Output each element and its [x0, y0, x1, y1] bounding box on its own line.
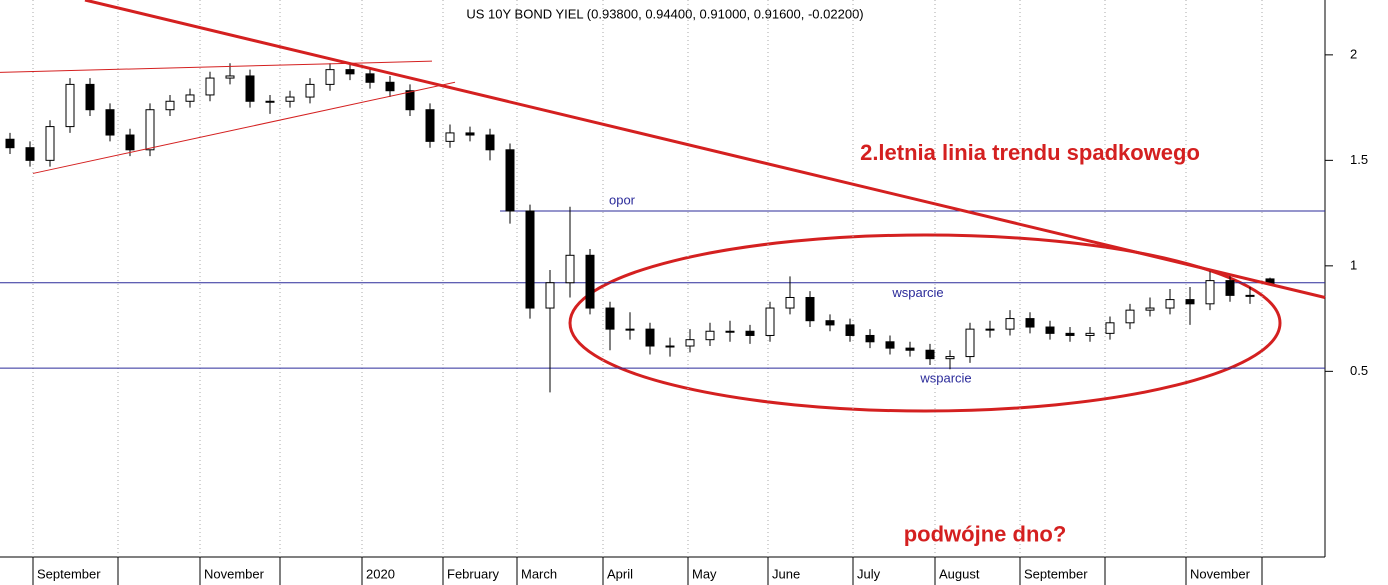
candle-body [305, 83, 315, 98]
candle-body [865, 334, 875, 343]
candle-body [205, 77, 215, 96]
candle-body [845, 324, 855, 336]
candle-body [265, 100, 275, 103]
candle-body [445, 132, 455, 142]
candle-body [545, 282, 555, 309]
candle-body [485, 134, 495, 151]
candle-body [625, 328, 635, 331]
candle-body [85, 83, 95, 111]
candle-body [365, 73, 375, 83]
candle-body [905, 347, 915, 351]
candle-body [45, 126, 55, 161]
candle-body [1065, 332, 1075, 336]
candle-body [645, 328, 655, 347]
candle-body [725, 330, 735, 333]
candle-body [1125, 309, 1135, 324]
candle-body [585, 254, 595, 309]
candle-body [345, 69, 355, 75]
y-tick-label: 0.5 [1350, 363, 1368, 378]
x-tick-label: August [939, 566, 980, 581]
candle-body [1205, 280, 1215, 305]
x-tick-label: June [772, 566, 800, 581]
candle-body [1005, 318, 1015, 330]
candle-body [125, 134, 135, 151]
highlight-ellipse [568, 233, 1282, 413]
level-label: wsparcie [891, 285, 943, 300]
candle-body [785, 296, 795, 309]
x-tick-label: November [1190, 566, 1251, 581]
candle-body [1085, 332, 1095, 336]
candle-body [1225, 280, 1235, 296]
x-tick-label: February [447, 566, 500, 581]
candle-body [145, 109, 155, 151]
trend-line [0, 60, 433, 73]
level-label: wsparcie [919, 371, 971, 386]
candle-body [825, 320, 835, 326]
candle-body [745, 330, 755, 336]
candle-body [425, 109, 435, 142]
y-tick-label: 1 [1350, 257, 1357, 272]
candle-body [465, 132, 475, 136]
candle-body [965, 328, 975, 358]
candle-body [1165, 299, 1175, 309]
trend-line [32, 81, 456, 174]
candle-body [245, 75, 255, 102]
candle-body [985, 328, 995, 331]
candle-body [805, 296, 815, 322]
x-tick-label: July [857, 566, 881, 581]
candle-body [505, 149, 515, 212]
candle-body [165, 100, 175, 111]
candle-body [885, 341, 895, 349]
annotation: 2.letnia linia trendu spadkowego [860, 140, 1200, 165]
candle-body [605, 307, 615, 330]
candle-body [525, 210, 535, 309]
x-tick-label: November [204, 566, 265, 581]
candle-body [1025, 318, 1035, 328]
candle-body [685, 339, 695, 347]
candle-body [1045, 326, 1055, 334]
candle-body [705, 330, 715, 341]
candle-body [105, 109, 115, 136]
y-tick-label: 2 [1350, 46, 1357, 61]
candle-body [925, 349, 935, 360]
candle-body [565, 254, 575, 284]
candle-body [1245, 294, 1255, 297]
candle-body [285, 96, 295, 102]
y-tick-label: 1.5 [1350, 152, 1368, 167]
x-tick-label: April [607, 566, 633, 581]
candle-body [765, 307, 775, 336]
level-label: opor [609, 192, 636, 207]
candle-body [1185, 299, 1195, 305]
x-tick-label: March [521, 566, 557, 581]
candle-body [5, 138, 15, 149]
trend-line [84, 0, 1326, 299]
candle-body [325, 69, 335, 85]
annotation: podwójne dno? [904, 522, 1067, 547]
x-tick-label: September [1024, 566, 1088, 581]
chart-title: US 10Y BOND YIEL (0.93800, 0.94400, 0.91… [466, 6, 863, 21]
x-tick-label: 2020 [366, 566, 395, 581]
candle-body [405, 90, 415, 111]
candle-body [945, 356, 955, 360]
candle-body [1105, 322, 1115, 334]
candle-body [1145, 307, 1155, 311]
x-tick-label: September [37, 566, 101, 581]
candle-body [25, 147, 35, 161]
candle-body [185, 94, 195, 102]
candle-body [65, 83, 75, 128]
candle-body [225, 75, 235, 79]
candle-body [385, 81, 395, 92]
candle-body [665, 345, 675, 348]
x-tick-label: May [692, 566, 717, 581]
